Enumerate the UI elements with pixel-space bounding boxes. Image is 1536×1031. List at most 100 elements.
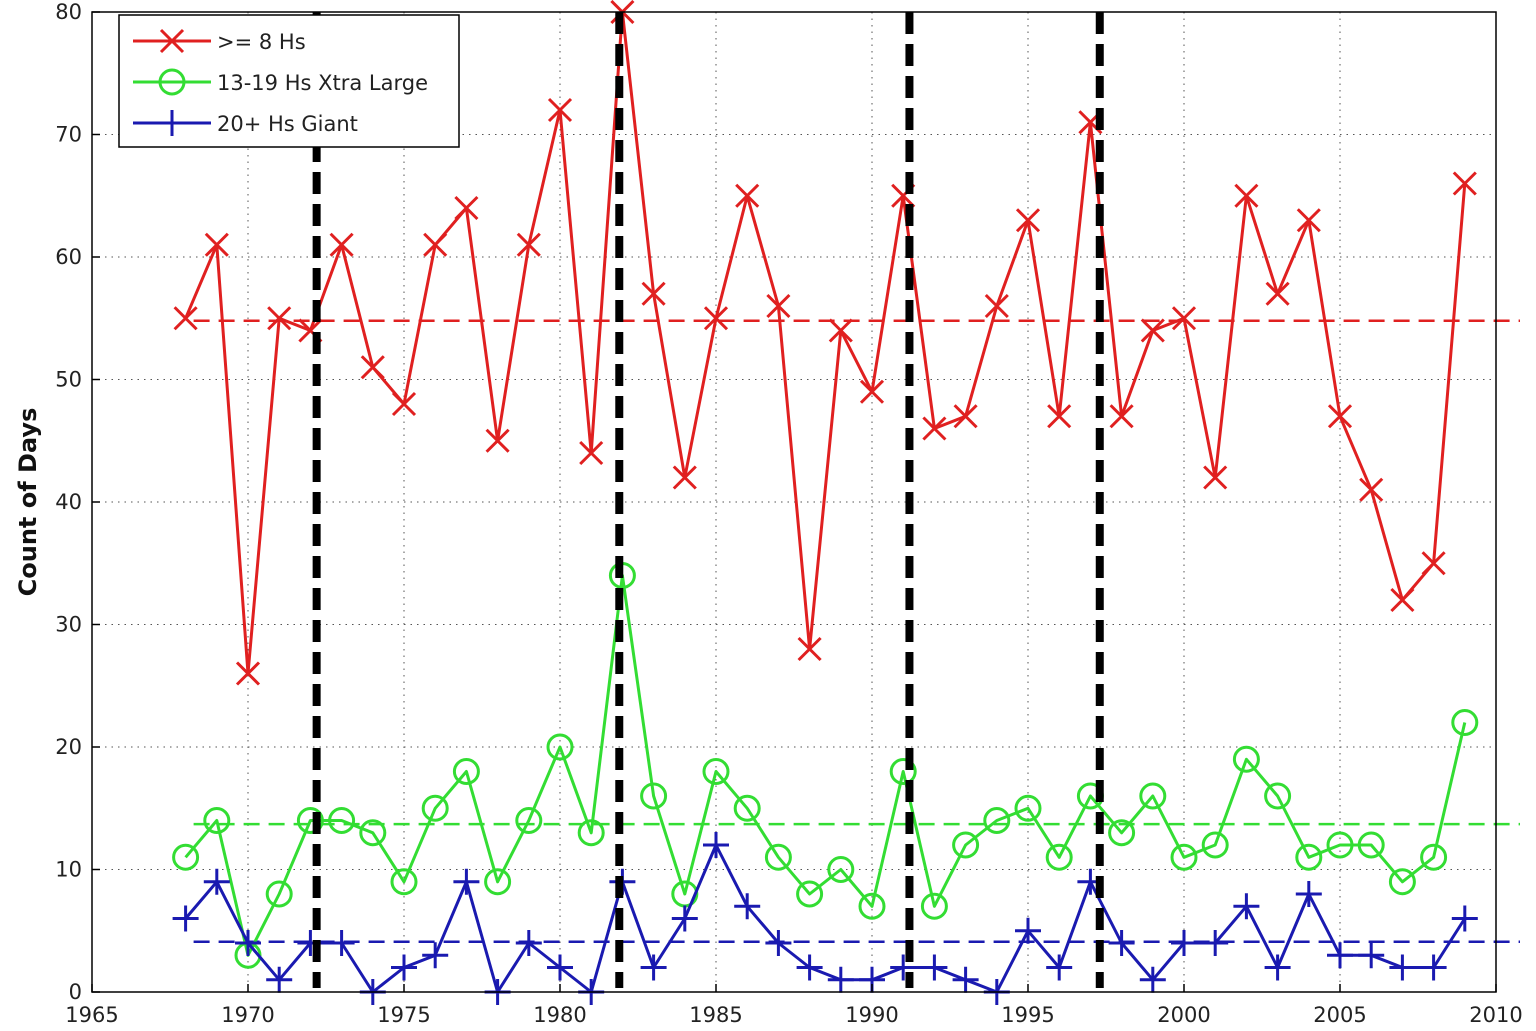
data-point [1015,208,1041,233]
data-point [546,733,574,761]
y-tick-label: 80 [55,0,82,24]
legend: >= 8 Hs 13-19 Hs Xtra Large 20+ Hs Giant [118,14,460,148]
data-point [516,232,541,257]
data-point [266,966,293,993]
data-point [1452,171,1477,196]
data-point [1171,930,1197,956]
data-point [920,892,948,920]
x-tick-label: 1970 [221,1003,274,1027]
data-point [1388,868,1416,896]
data-point [952,831,980,859]
grid [92,12,1496,992]
data-point [423,232,448,257]
data-point [1390,587,1415,613]
data-point [672,465,697,490]
vertical-markers [312,12,1104,988]
data-point [1420,843,1448,871]
data-point [421,794,449,822]
data-point [452,758,480,785]
data-point [172,843,200,871]
data-point [1109,404,1134,429]
data-point [952,966,979,993]
y-tick-label: 50 [55,368,82,392]
data-point [1046,954,1073,981]
data-point [1389,954,1416,981]
data-point [735,183,760,208]
x-tick-label: 1990 [845,1003,898,1027]
y-tick-label: 10 [55,858,82,882]
data-point [1295,843,1323,871]
data-point [640,954,667,981]
data-point [203,868,230,895]
data-point [796,880,824,908]
data-point [703,832,729,858]
data-point [1264,782,1292,810]
data-point [640,782,668,810]
legend-marker [158,68,186,96]
data-point [1047,404,1072,429]
data-point [734,893,761,920]
mean-lines [193,319,1520,944]
data-point [484,868,512,896]
data-point [391,391,417,417]
data-point [1420,954,1447,981]
data-point [329,232,354,257]
data-point [703,306,729,331]
data-point [1139,782,1167,810]
data-point [827,856,855,883]
x-tick-label: 1985 [689,1003,742,1027]
data-point [173,306,198,331]
data-point [267,306,292,331]
data-point [671,905,698,932]
series-0 [173,0,1477,686]
data-point [858,892,886,920]
data-point [1296,208,1321,233]
data-point [577,819,605,847]
legend-label: 13-19 Hs Xtra Large [217,71,428,95]
x-tick-label: 1995 [1001,1003,1054,1027]
x-tick-label: 1975 [377,1003,430,1027]
data-point [360,355,385,380]
series-line [184,843,1467,994]
y-tick-label: 20 [55,735,82,759]
x-axis-ticks: 1965 1970 1975 1980 1985 1990 1995 2000 2005 2010 [65,984,1523,1027]
legend-marker [159,110,185,136]
y-tick-label: 60 [55,245,82,269]
x-tick-label: 1980 [533,1003,586,1027]
data-point [1451,905,1478,932]
x-tick-label: 2000 [1157,1003,1210,1027]
data-point [1201,831,1229,859]
data-point [1327,942,1353,969]
data-point [204,232,229,257]
data-point [1327,404,1353,429]
data-point [890,954,917,981]
data-point [796,954,823,981]
data-point [921,954,948,981]
data-point [579,440,604,466]
data-point [390,868,418,896]
data-point [296,807,324,834]
x-tick-label: 2005 [1313,1003,1366,1027]
data-point [547,954,573,981]
legend-label: 20+ Hs Giant [217,112,358,136]
data-point [1232,745,1260,773]
data-point [1045,843,1073,871]
data-point [983,807,1011,834]
series-lines [172,0,1479,1005]
data-point [702,758,730,785]
data-point [515,930,542,956]
data-point [485,428,510,453]
data-point [1140,318,1165,343]
data-point [235,930,261,956]
data-point [328,807,356,834]
y-tick-label: 30 [55,613,82,637]
data-point [733,794,761,822]
data-point [1265,281,1290,306]
data-point [1264,954,1291,981]
data-point [766,293,791,319]
data-point [1234,183,1259,208]
data-point [764,843,792,871]
data-point [1203,465,1228,490]
data-point [391,954,417,981]
